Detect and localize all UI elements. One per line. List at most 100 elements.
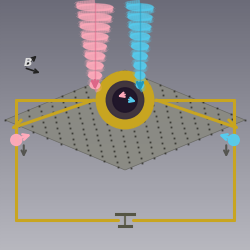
Bar — [0, 84, 250, 87]
Bar — [0, 172, 250, 175]
Bar — [0, 106, 250, 110]
Bar — [0, 216, 250, 219]
Bar — [0, 166, 250, 169]
Bar — [0, 16, 250, 19]
Bar — [0, 190, 250, 194]
Bar — [0, 144, 250, 147]
Bar — [0, 125, 250, 128]
Polygon shape — [5, 70, 245, 170]
Bar — [0, 112, 250, 116]
Bar — [0, 131, 250, 134]
Ellipse shape — [127, 4, 153, 11]
Bar — [0, 94, 250, 97]
Ellipse shape — [88, 72, 102, 79]
Bar — [0, 78, 250, 81]
Bar — [0, 72, 250, 75]
Bar — [0, 240, 250, 244]
Bar — [0, 147, 250, 150]
Bar — [0, 38, 250, 40]
Bar — [0, 75, 250, 78]
Circle shape — [96, 71, 154, 129]
Bar — [0, 160, 250, 162]
Bar — [0, 3, 250, 6]
Bar — [0, 116, 250, 119]
Ellipse shape — [90, 82, 100, 89]
Bar — [0, 122, 250, 125]
Bar — [0, 138, 250, 140]
Bar — [0, 6, 250, 9]
Bar — [0, 88, 250, 90]
Ellipse shape — [82, 33, 108, 40]
Bar — [0, 12, 250, 16]
Bar — [0, 103, 250, 106]
Bar — [0, 90, 250, 94]
Ellipse shape — [134, 62, 146, 69]
Bar — [0, 244, 250, 247]
Bar — [0, 181, 250, 184]
Bar — [0, 212, 250, 216]
Bar — [0, 100, 250, 103]
Text: B: B — [24, 58, 32, 68]
Bar — [0, 0, 250, 3]
Bar — [0, 34, 250, 37]
Ellipse shape — [84, 43, 106, 50]
Bar — [0, 97, 250, 100]
Ellipse shape — [130, 33, 150, 40]
Bar — [0, 22, 250, 25]
Bar — [0, 50, 250, 53]
Bar — [0, 31, 250, 34]
Bar — [0, 44, 250, 47]
Bar — [0, 162, 250, 166]
Ellipse shape — [80, 23, 110, 30]
Bar — [0, 209, 250, 212]
Bar — [0, 153, 250, 156]
Bar — [0, 228, 250, 231]
Bar — [0, 175, 250, 178]
Bar — [0, 150, 250, 153]
Bar — [0, 234, 250, 238]
Bar — [0, 203, 250, 206]
Bar — [0, 69, 250, 72]
Bar — [0, 140, 250, 144]
Ellipse shape — [85, 52, 105, 60]
Bar — [0, 47, 250, 50]
Circle shape — [106, 81, 144, 119]
Bar — [0, 128, 250, 131]
Ellipse shape — [133, 52, 147, 60]
Circle shape — [228, 134, 239, 145]
Bar — [0, 156, 250, 160]
Bar — [0, 222, 250, 225]
Bar — [0, 178, 250, 181]
Bar — [0, 59, 250, 62]
Bar — [0, 169, 250, 172]
Circle shape — [113, 88, 137, 112]
Bar — [0, 25, 250, 28]
Bar — [0, 194, 250, 197]
Bar — [0, 206, 250, 210]
Bar — [0, 110, 250, 112]
Ellipse shape — [87, 62, 103, 69]
Bar — [0, 134, 250, 138]
Ellipse shape — [77, 4, 113, 11]
Ellipse shape — [135, 72, 145, 79]
Bar — [0, 28, 250, 31]
Bar — [0, 219, 250, 222]
Bar — [0, 184, 250, 188]
Bar — [0, 56, 250, 59]
Bar — [0, 247, 250, 250]
Bar — [0, 225, 250, 228]
Bar — [0, 81, 250, 84]
Bar — [0, 53, 250, 56]
Bar — [0, 200, 250, 203]
Ellipse shape — [136, 82, 143, 89]
Circle shape — [11, 134, 22, 145]
Bar — [0, 9, 250, 13]
Bar — [0, 66, 250, 69]
Bar — [0, 231, 250, 234]
Ellipse shape — [132, 43, 148, 50]
Bar — [0, 40, 250, 44]
Bar — [0, 62, 250, 66]
Ellipse shape — [79, 14, 111, 20]
Bar — [0, 238, 250, 240]
Bar — [0, 19, 250, 22]
